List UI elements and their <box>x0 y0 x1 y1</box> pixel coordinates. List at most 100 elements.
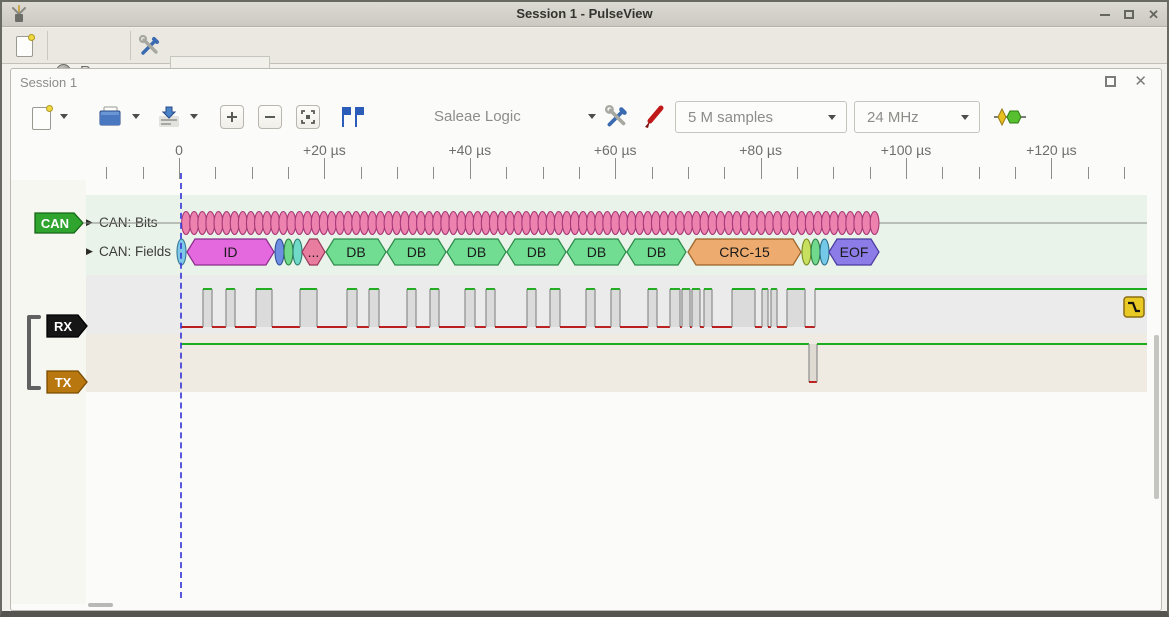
open-file-dropdown-icon[interactable] <box>132 114 140 119</box>
tx-channel-tag-label: TX <box>55 375 72 390</box>
can-field-annotation <box>386 238 447 266</box>
time-ruler[interactable]: 0 +20 µs +40 µs +60 µs +80 µs +100 µs +120 µs <box>2 142 1167 179</box>
can-bit-annotation <box>545 210 556 236</box>
close-icon[interactable]: ✕ <box>1148 6 1159 22</box>
ruler-minor-tick <box>142 167 144 179</box>
window-title: Session 1 - PulseView <box>516 6 653 21</box>
can-field-label: EOF <box>840 244 869 260</box>
title-bar[interactable]: Session 1 - PulseView ✕ <box>2 2 1167 27</box>
cursors-flags-button[interactable] <box>340 106 366 128</box>
ruler-minor-tick <box>833 167 835 179</box>
can-bit-annotation <box>869 210 880 236</box>
can-bit-annotation <box>497 210 507 236</box>
zoom-out-button[interactable] <box>258 105 282 129</box>
can-bit-annotation <box>278 210 289 236</box>
sample-count-combobox[interactable]: 5 M samples <box>675 101 847 133</box>
rx-pulse-fill <box>704 289 712 327</box>
can-bit-annotation <box>245 210 256 236</box>
rx-pulse-fill <box>300 289 317 327</box>
can-field-label: DB <box>346 244 365 260</box>
tx-channel-tag[interactable] <box>46 370 88 394</box>
rx-trace-band[interactable] <box>86 275 1147 334</box>
rx-channel-tag[interactable] <box>46 314 88 338</box>
can-field-annotation <box>301 238 326 266</box>
can-bit-annotation <box>367 210 378 236</box>
vertical-scrollbar[interactable] <box>1154 335 1159 499</box>
can-bit-annotation <box>416 210 426 236</box>
horizontal-scrollbar[interactable] <box>88 603 113 607</box>
can-bit-annotation <box>197 210 208 236</box>
can-bit-annotation <box>820 210 831 236</box>
ruler-minor-tick <box>724 167 726 179</box>
can-field-annotation <box>292 238 303 266</box>
can-bit-annotation <box>383 210 394 236</box>
can-bit-annotation <box>254 210 264 236</box>
can-bit-annotation <box>399 210 410 236</box>
device-selector-caret-icon <box>588 114 596 119</box>
expand-arrow-icon[interactable]: ▶ <box>86 246 93 256</box>
device-selector[interactable]: Saleae Logic <box>434 108 596 125</box>
rx-pulse-fill <box>465 289 475 327</box>
can-bit-annotation <box>359 210 370 236</box>
new-session-button[interactable] <box>10 32 38 60</box>
can-decoder-tag[interactable] <box>34 212 84 234</box>
channel-group-bracket[interactable] <box>27 315 41 390</box>
can-bit-annotation <box>229 210 240 236</box>
can-bit-annotation <box>561 210 572 236</box>
ruler-minor-tick <box>796 167 798 179</box>
minus-icon <box>265 116 275 118</box>
save-button[interactable] <box>156 104 182 130</box>
can-bit-annotation <box>181 210 192 236</box>
can-bit-annotation <box>513 210 524 236</box>
can-field-annotation <box>626 238 687 266</box>
time-cursor-line[interactable] <box>180 173 182 598</box>
rx-pulse-fill <box>256 289 272 327</box>
ruler-minor-tick <box>942 167 944 179</box>
ruler-minor-tick <box>578 167 580 179</box>
ruler-label: 0 <box>175 142 183 158</box>
can-field-label: DB <box>527 244 546 260</box>
add-decoder-button[interactable] <box>994 107 1026 127</box>
save-dropdown-icon[interactable] <box>190 114 198 119</box>
can-bit-annotation <box>480 210 491 236</box>
sample-rate-combobox[interactable]: 24 MHz <box>854 101 980 133</box>
decoder-row-fields-label[interactable]: CAN: Fields <box>99 244 172 259</box>
can-bit-annotation <box>521 210 532 236</box>
new-session-icon <box>15 33 35 57</box>
settings-wrench-icon[interactable] <box>138 34 162 58</box>
subwindow-close-icon[interactable]: ✕ <box>1134 73 1147 90</box>
can-bit-annotation <box>553 210 564 236</box>
channels-probe-icon[interactable] <box>642 104 666 130</box>
can-bit-annotation <box>845 210 856 236</box>
new-file-button[interactable] <box>28 104 54 132</box>
can-bit-annotation <box>748 210 758 236</box>
minimize-icon[interactable] <box>1100 13 1111 16</box>
can-bit-annotation <box>829 210 839 236</box>
rx-pulse-fill <box>430 289 439 327</box>
device-config-wrench-icon[interactable] <box>604 104 630 130</box>
ruler-minor-tick <box>687 167 689 179</box>
new-file-dropdown-icon[interactable] <box>60 114 68 119</box>
can-bit-annotation <box>302 210 313 236</box>
can-bit-annotation <box>318 210 329 236</box>
can-bit-annotation <box>407 210 418 236</box>
rx-pulse-fill <box>787 289 805 327</box>
subwindow-maximize-icon[interactable] <box>1105 76 1117 87</box>
zoom-in-button[interactable] <box>220 105 244 129</box>
maximize-icon[interactable] <box>1124 10 1135 19</box>
rx-pulse-fill <box>611 289 620 327</box>
ruler-label: +100 µs <box>880 142 932 158</box>
expand-arrow-icon[interactable]: ▶ <box>86 217 93 227</box>
can-bit-annotation <box>667 210 677 236</box>
zoom-fit-button[interactable] <box>296 105 320 129</box>
ruler-major-tick <box>615 158 617 179</box>
ruler-minor-tick <box>869 167 871 179</box>
rx-pulse-fill <box>682 289 690 327</box>
can-bit-annotation <box>213 210 224 236</box>
can-bit-annotation <box>505 210 515 236</box>
toolbar-separator <box>47 31 48 60</box>
ruler-major-tick <box>1051 158 1053 179</box>
can-bit-annotation <box>270 210 281 236</box>
open-file-button[interactable] <box>98 105 124 129</box>
